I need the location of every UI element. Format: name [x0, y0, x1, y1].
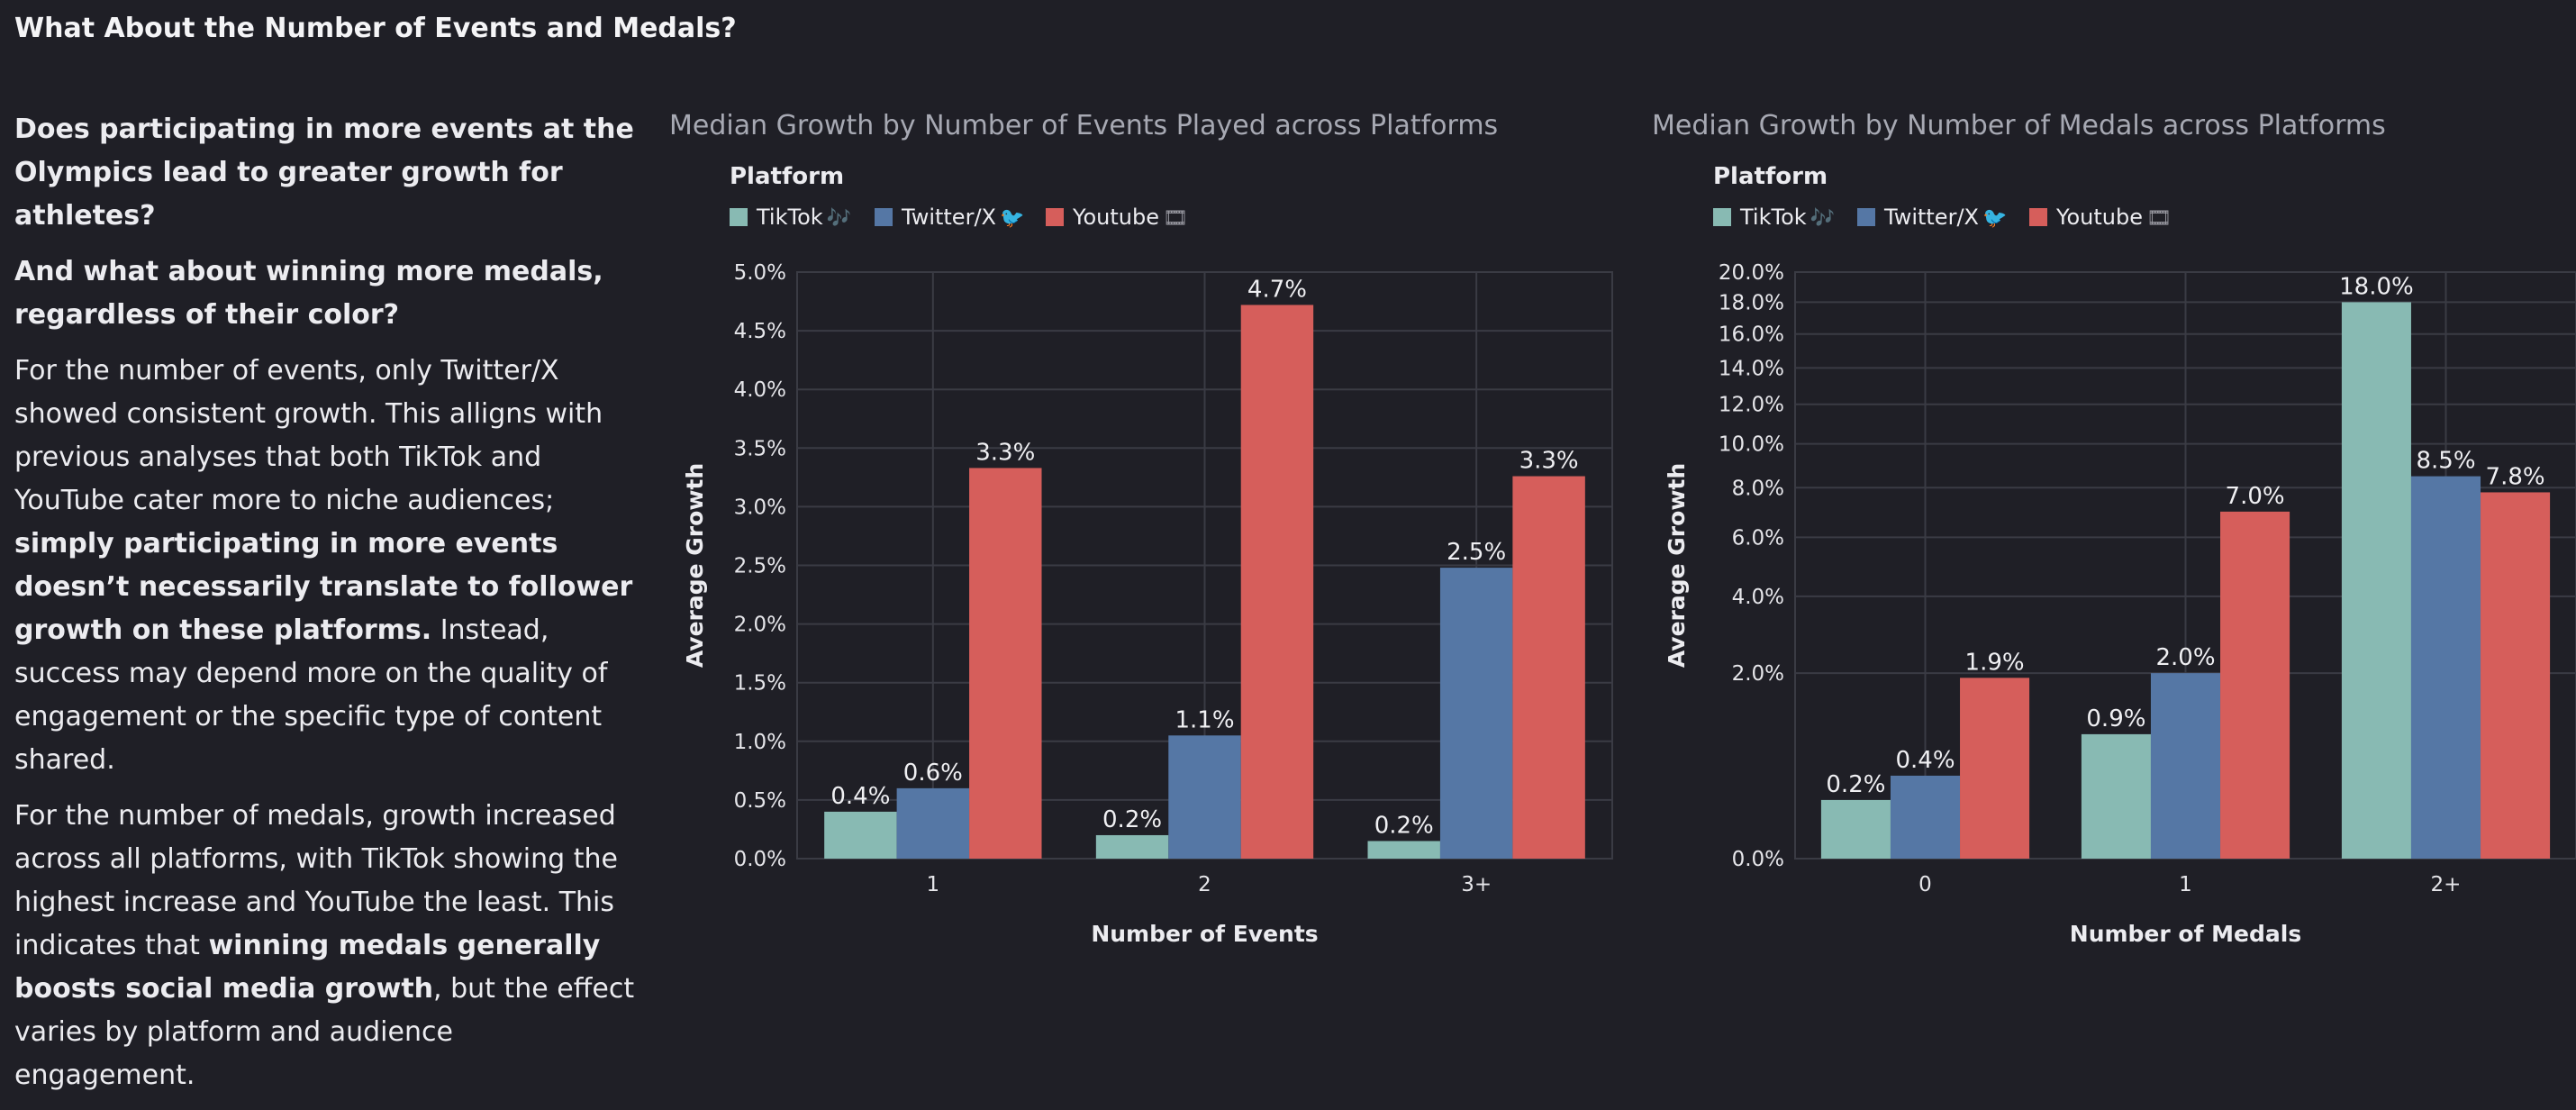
y-tick-label: 2.5%	[734, 555, 786, 578]
bar-value-label: 2.5%	[1447, 539, 1506, 566]
legend-label: Twitter/X	[902, 205, 996, 230]
bar-value-label: 0.2%	[1374, 812, 1434, 839]
medals-chart-title: Median Growth by Number of Medals across…	[1652, 110, 2386, 141]
music-note-icon: 🎶	[826, 207, 852, 230]
bar-twitterx	[1168, 735, 1241, 859]
y-tick-label: 4.0%	[734, 378, 786, 402]
y-tick-label: 3.0%	[734, 496, 786, 519]
legend-swatch	[730, 208, 748, 226]
bar-value-label: 3.3%	[975, 439, 1035, 466]
medals-legend-youtube[interactable]: Youtube 🎞	[2029, 205, 2172, 230]
bar-tiktok	[824, 811, 897, 859]
page-heading: What About the Number of Events and Meda…	[14, 13, 737, 44]
bar-value-label: 4.7%	[1247, 276, 1307, 303]
y-tick-label: 1.5%	[734, 672, 786, 696]
events-paragraph-text: For the number of events, only Twitter/X…	[14, 355, 603, 516]
legend-label: Youtube	[2056, 205, 2143, 230]
y-tick-label: 4.5%	[734, 320, 786, 343]
bar-value-label: 0.6%	[903, 760, 963, 787]
bird-icon: 🐦	[999, 207, 1025, 230]
bar-youtube	[969, 468, 1042, 859]
x-tick-label: 1	[927, 873, 940, 896]
medals-legend-title: Platform	[1713, 163, 1828, 190]
events-paragraph: For the number of events, only Twitter/X…	[14, 350, 636, 782]
legend-swatch	[875, 208, 893, 226]
events-legend-tiktok[interactable]: TikTok 🎶	[730, 205, 851, 230]
bird-icon: 🐦	[1982, 207, 2008, 230]
bar-twitterx	[896, 787, 970, 859]
y-tick-label: 5.0%	[734, 261, 786, 285]
film-icon: 🎞	[2146, 207, 2172, 230]
events-legend-youtube[interactable]: Youtube 🎞	[1046, 205, 1188, 230]
y-tick-label: 0.5%	[734, 789, 786, 813]
bar-tiktok	[1367, 841, 1440, 859]
bar-value-label: 0.2%	[1102, 806, 1162, 833]
legend-swatch	[2029, 208, 2047, 226]
bar-youtube	[1512, 476, 1585, 859]
question-2: And what about winning more medals, rega…	[14, 256, 603, 331]
y-tick-label: 1.0%	[734, 731, 786, 754]
medals-legend-twitter[interactable]: Twitter/X 🐦	[1857, 205, 2007, 230]
bar-value-label: 0.4%	[830, 783, 890, 810]
events-paragraph-emphasis: simply participating in more events does…	[14, 528, 633, 646]
legend-swatch	[1713, 208, 1731, 226]
legend-label: TikTok	[757, 205, 823, 230]
x-axis-title: Number of Events	[1091, 921, 1318, 947]
legend-label: Youtube	[1073, 205, 1159, 230]
events-bar-chart: 0.0% 0.5% 1.0% 1.5% 2.0% 2.5% 3.0% 3.5% 4.0% 4.5%…	[682, 261, 1613, 947]
bar-value-label: 3.3%	[1519, 448, 1579, 475]
y-tick-label: 2.0%	[734, 614, 786, 637]
y-tick-label: 3.5%	[734, 437, 786, 460]
medals-legend-tiktok[interactable]: TikTok 🎶	[1713, 205, 1835, 230]
film-icon: 🎞	[1163, 207, 1188, 230]
events-paragraph-tail: Instead, success may depend more on the …	[14, 614, 608, 776]
y-axis-title: Average Growth	[682, 463, 708, 668]
legend-swatch	[1857, 208, 1875, 226]
x-tick-label: 3+	[1461, 873, 1492, 896]
bar-tiktok	[1095, 834, 1169, 859]
bar-youtube	[1240, 305, 1314, 859]
events-legend-title: Platform	[730, 163, 845, 190]
music-note-icon: 🎶	[1810, 207, 1836, 230]
legend-swatch	[1046, 208, 1064, 226]
x-tick-label: 2	[1198, 873, 1211, 896]
events-legend-twitter[interactable]: Twitter/X 🐦	[875, 205, 1024, 230]
bar-twitterx	[1439, 568, 1513, 859]
legend-label: TikTok	[1740, 205, 1807, 230]
events-chart-title: Median Growth by Number of Events Played…	[669, 110, 1499, 141]
question-1: Does participating in more events at the…	[14, 114, 634, 232]
y-tick-label: 0.0%	[734, 848, 786, 871]
legend-label: Twitter/X	[1884, 205, 1979, 230]
medals-paragraph-text: For the number of medals, growth increas…	[14, 800, 618, 961]
bar-value-label: 1.1%	[1175, 706, 1234, 733]
